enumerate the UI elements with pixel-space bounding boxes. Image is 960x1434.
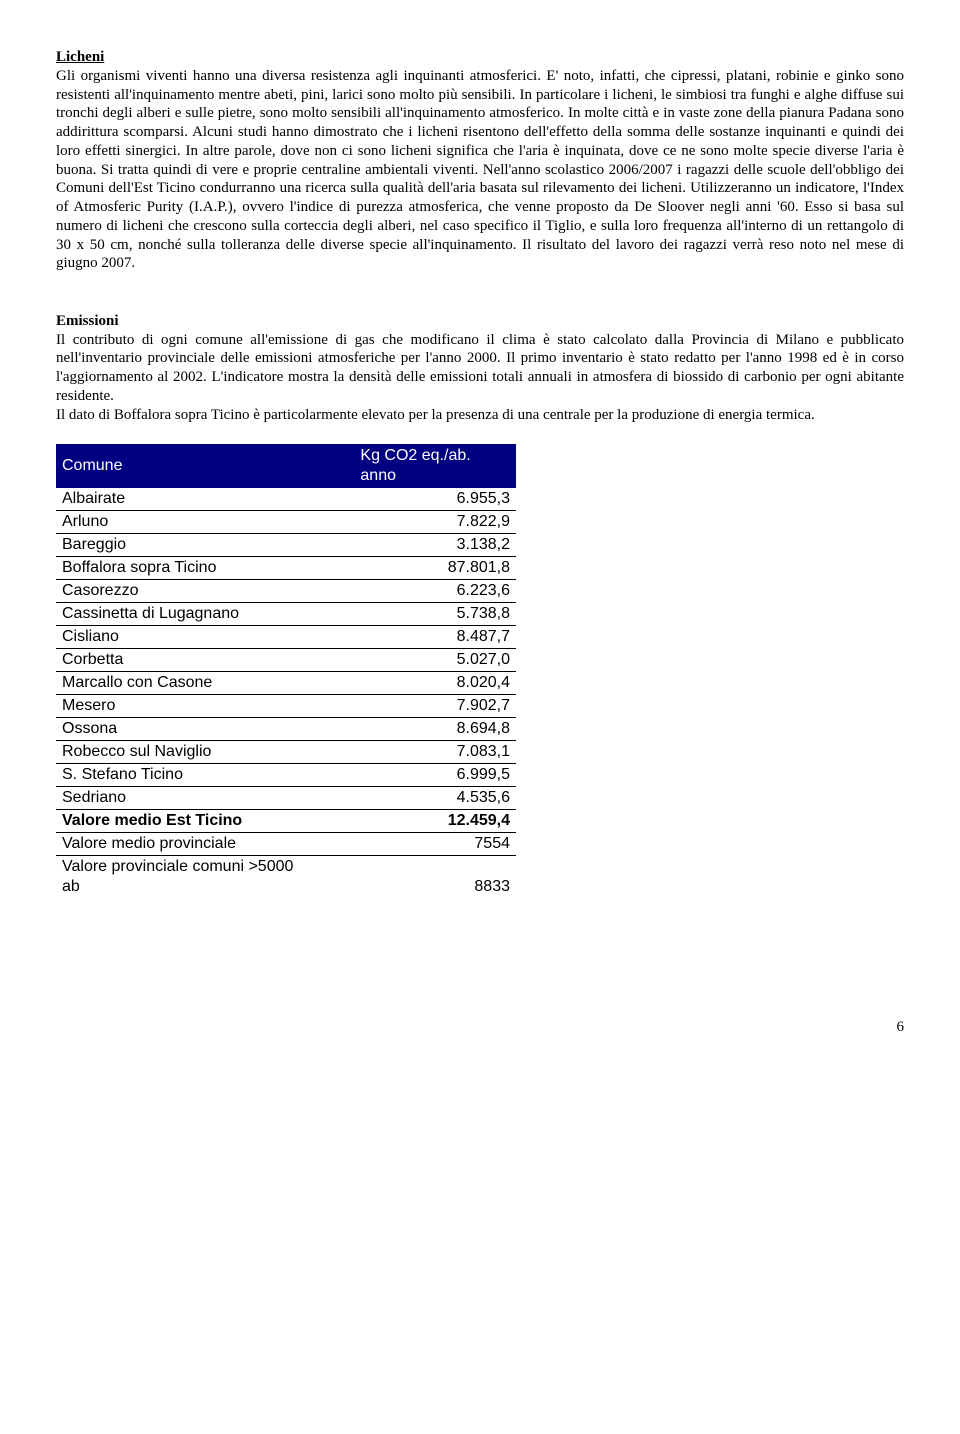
table-row: Robecco sul Naviglio7.083,1 <box>56 741 516 764</box>
table-row: Albairate6.955,3 <box>56 488 516 511</box>
cell-comune: S. Stefano Ticino <box>56 764 320 787</box>
cell-comune: Albairate <box>56 488 320 511</box>
cell-value: 7.083,1 <box>320 741 516 764</box>
cell-comune: Valore medio Est Ticino <box>56 810 320 833</box>
table-row: Cassinetta di Lugagnano5.738,8 <box>56 603 516 626</box>
cell-comune: Cisliano <box>56 626 320 649</box>
cell-comune: Valore provinciale comuni >5000 ab <box>56 856 320 899</box>
table-row: Valore medio Est Ticino12.459,4 <box>56 810 516 833</box>
cell-value: 6.955,3 <box>320 488 516 511</box>
table-row: Corbetta5.027,0 <box>56 649 516 672</box>
cell-value: 12.459,4 <box>320 810 516 833</box>
cell-value: 3.138,2 <box>320 534 516 557</box>
cell-comune: Casorezzo <box>56 580 320 603</box>
col-comune: Comune <box>56 444 320 488</box>
cell-comune: Mesero <box>56 695 320 718</box>
cell-comune: Cassinetta di Lugagnano <box>56 603 320 626</box>
cell-value: 5.738,8 <box>320 603 516 626</box>
col-value: Kg CO2 eq./ab. anno <box>320 444 516 488</box>
cell-comune: Ossona <box>56 718 320 741</box>
cell-comune: Sedriano <box>56 787 320 810</box>
cell-value: 7.822,9 <box>320 511 516 534</box>
table-row: Ossona8.694,8 <box>56 718 516 741</box>
cell-value: 7554 <box>320 833 516 856</box>
cell-comune: Valore medio provinciale <box>56 833 320 856</box>
cell-value: 8.487,7 <box>320 626 516 649</box>
cell-value: 6.223,6 <box>320 580 516 603</box>
table-body: Albairate6.955,3Arluno7.822,9Bareggio3.1… <box>56 488 516 898</box>
cell-comune: Robecco sul Naviglio <box>56 741 320 764</box>
licheni-body: Gli organismi viventi hanno una diversa … <box>56 67 904 273</box>
table-row: Marcallo con Casone8.020,4 <box>56 672 516 695</box>
table-row: Boffalora sopra Ticino87.801,8 <box>56 557 516 580</box>
page-number: 6 <box>56 1018 904 1037</box>
table-row: Bareggio3.138,2 <box>56 534 516 557</box>
cell-value: 4.535,6 <box>320 787 516 810</box>
table-row: Arluno7.822,9 <box>56 511 516 534</box>
cell-comune: Arluno <box>56 511 320 534</box>
table-header-row: Comune Kg CO2 eq./ab. anno <box>56 444 516 488</box>
cell-comune: Corbetta <box>56 649 320 672</box>
table-row: Sedriano4.535,6 <box>56 787 516 810</box>
emissioni-heading: Emissioni <box>56 312 904 331</box>
table-row: Casorezzo6.223,6 <box>56 580 516 603</box>
cell-value: 8.694,8 <box>320 718 516 741</box>
cell-value: 8.020,4 <box>320 672 516 695</box>
cell-comune: Boffalora sopra Ticino <box>56 557 320 580</box>
table-row: Mesero7.902,7 <box>56 695 516 718</box>
cell-value: 5.027,0 <box>320 649 516 672</box>
licheni-heading: Licheni <box>56 48 904 67</box>
cell-comune: Bareggio <box>56 534 320 557</box>
cell-comune: Marcallo con Casone <box>56 672 320 695</box>
emissioni-body-2: Il dato di Boffalora sopra Ticino è part… <box>56 406 904 425</box>
table-row: S. Stefano Ticino6.999,5 <box>56 764 516 787</box>
emissioni-body-1: Il contributo di ogni comune all'emissio… <box>56 331 904 406</box>
table-row: Valore provinciale comuni >5000 ab8833 <box>56 856 516 899</box>
cell-value: 7.902,7 <box>320 695 516 718</box>
table-row: Cisliano8.487,7 <box>56 626 516 649</box>
table-row: Valore medio provinciale7554 <box>56 833 516 856</box>
cell-value: 6.999,5 <box>320 764 516 787</box>
cell-value: 8833 <box>320 856 516 899</box>
emissions-table: Comune Kg CO2 eq./ab. anno Albairate6.95… <box>56 444 516 898</box>
cell-value: 87.801,8 <box>320 557 516 580</box>
